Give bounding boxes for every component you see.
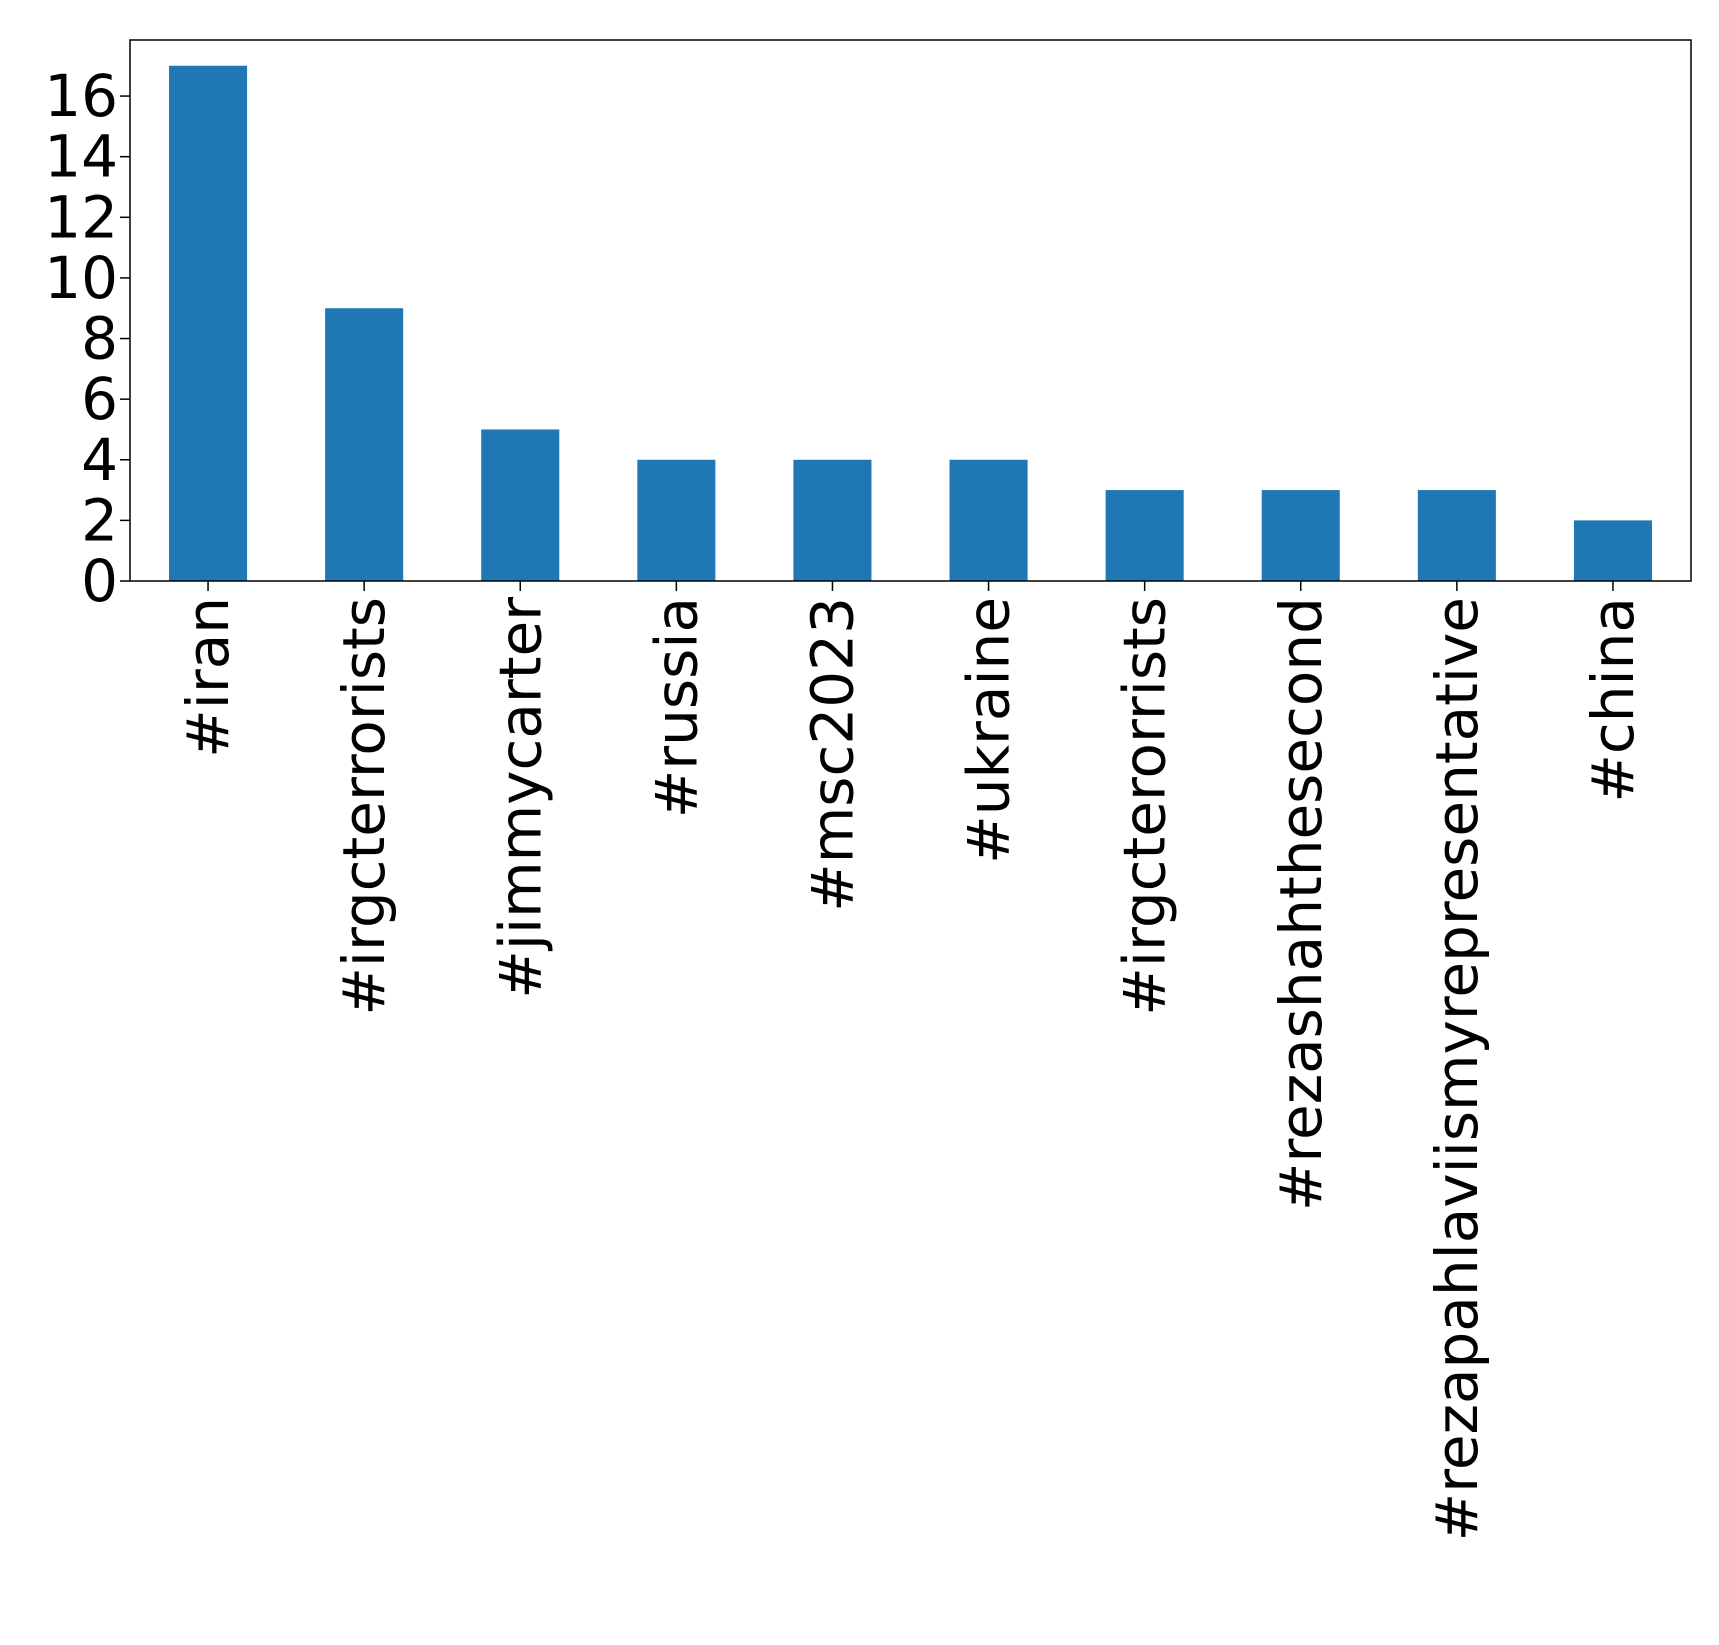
y-tick-label: 12 (44, 183, 118, 251)
bar (1105, 490, 1184, 581)
y-tick-label: 14 (44, 123, 118, 191)
x-axis: #iran #irgcterrorists #jimmycarter #russia #… (174, 581, 1647, 1541)
x-tick-label: #irgcterrorists (330, 597, 398, 1016)
bar (637, 459, 716, 581)
y-tick-label: 16 (44, 62, 118, 130)
x-tick-label: #msc2023 (798, 597, 866, 912)
x-tick-label: #jimmycarter (486, 597, 554, 999)
y-tick-label: 8 (81, 305, 118, 373)
y-tick-label: 10 (44, 244, 118, 312)
bar (949, 459, 1028, 581)
bar (1417, 490, 1496, 581)
y-tick-label: 0 (81, 547, 118, 615)
plot-frame (129, 39, 1692, 582)
bar (1573, 520, 1652, 581)
x-tick-label: #ukraine (955, 597, 1023, 864)
bar (793, 459, 872, 581)
bar (1261, 490, 1340, 581)
bar (169, 65, 248, 581)
x-tick-label: #russia (642, 597, 710, 818)
x-tick-label: #iran (174, 597, 242, 758)
y-tick-label: 4 (81, 426, 118, 494)
bar (481, 429, 560, 581)
x-tick-label: #rezashahthesecond (1267, 597, 1335, 1211)
y-tick-label: 2 (81, 486, 118, 554)
bar (325, 308, 404, 581)
x-tick-label: #rezapahlaviismyrepresentative (1423, 597, 1491, 1541)
bars-group (169, 65, 1652, 581)
x-tick-label: #china (1579, 597, 1647, 803)
y-tick-label: 6 (81, 365, 118, 433)
x-tick-label: #irgcterorrists (1111, 597, 1179, 1016)
